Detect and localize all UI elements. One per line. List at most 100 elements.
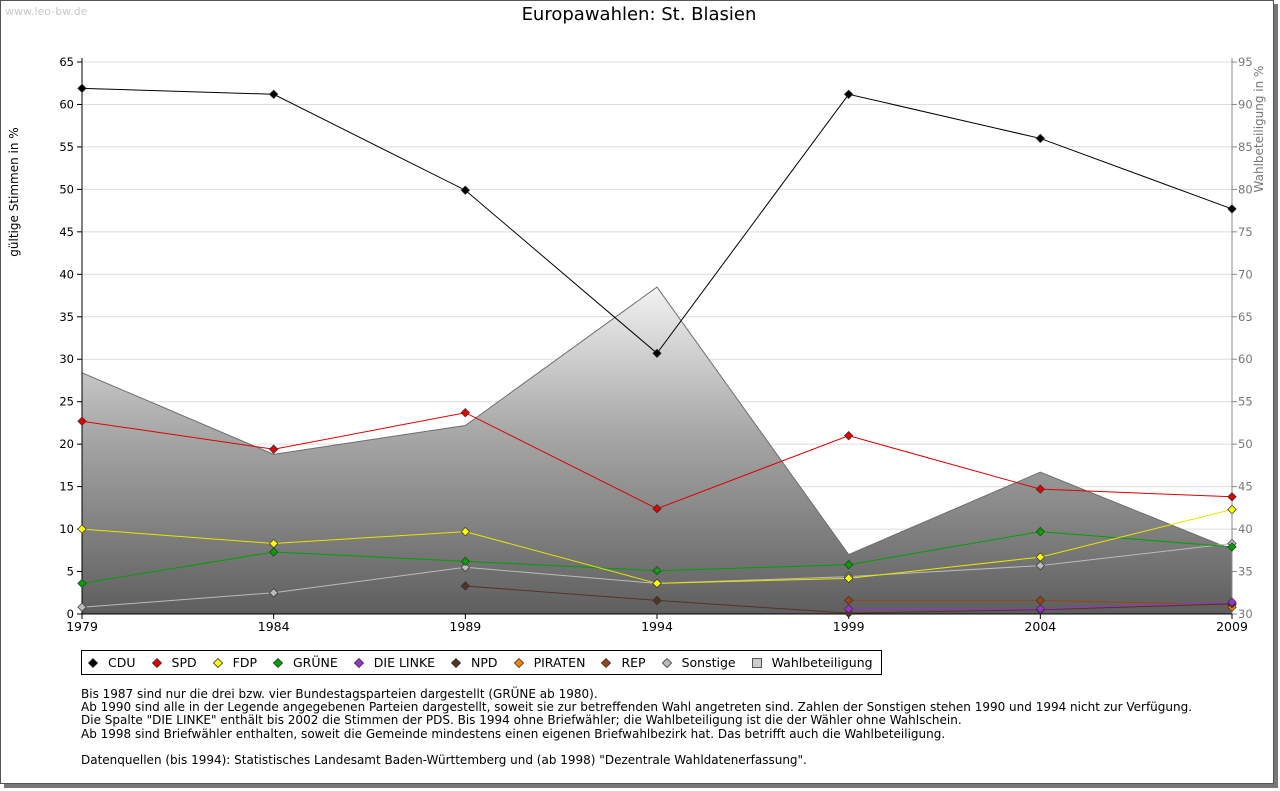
point-fdp-1989 (460, 526, 471, 537)
point-spd-1999 (843, 430, 854, 441)
point-sonstige-1989 (460, 562, 471, 572)
y2-tick-label: 60 (1238, 352, 1253, 366)
legend-label: NPD (471, 655, 498, 670)
x-tick-label: 1994 (641, 619, 673, 634)
y-tick-label: 25 (59, 395, 74, 409)
y2-tick-label: 90 (1238, 97, 1253, 111)
point-fdp-2004 (1035, 552, 1046, 562)
x-tick-label: 1979 (66, 619, 98, 634)
point-spd-1979 (77, 416, 87, 426)
y-tick-label: 0 (67, 607, 74, 621)
point-cdu-2004 (1035, 133, 1046, 144)
y-tick-label: 60 (59, 97, 74, 111)
y2-tick-label: 35 (1238, 565, 1253, 579)
y-tick-label: 55 (59, 140, 74, 154)
y2-tick-label: 85 (1238, 140, 1253, 154)
point-spd-2004 (1035, 484, 1046, 494)
point-gruene-1994 (652, 565, 662, 576)
legend-item-npd: NPD (451, 655, 498, 670)
note-line: Ab 1990 sind alle in der Legende angegeb… (81, 700, 1193, 715)
point-gruene-1979 (77, 578, 87, 589)
point-sonstige-2004 (1035, 560, 1046, 571)
y-tick-label: 65 (59, 55, 74, 69)
legend-label: GRÜNE (292, 655, 338, 670)
point-gruene-2009 (1227, 542, 1237, 552)
chart-title: Europawahlen: St. Blasien (521, 4, 757, 25)
y2-tick-label: 40 (1238, 522, 1253, 536)
legend-item-gruene: GRÜNE (272, 655, 338, 670)
point-gruene-1989 (460, 556, 471, 567)
legend-item-die-linke: DIE LINKE (353, 655, 436, 670)
point-gruene-2004 (1035, 526, 1046, 537)
y2-tick-label: 75 (1238, 225, 1253, 239)
point-npd-1994 (652, 595, 662, 606)
point-cdu-2009 (1227, 204, 1237, 214)
note-line: Bis 1987 sind nur die drei bzw. vier Bun… (81, 687, 598, 701)
y2-tick-label: 30 (1238, 607, 1253, 621)
y-tick-label: 30 (59, 352, 74, 366)
legend: CDU SPD FDP GRÜNE DIE LINKE NPD PIRATEN REP Sons… (81, 650, 882, 675)
legend-label: PIRATEN (533, 655, 586, 670)
legend-item-fdp: FDP (212, 655, 257, 670)
y2-tick-label: 80 (1238, 182, 1253, 196)
y-tick-label: 5 (67, 565, 74, 579)
point-fdp-1994 (652, 578, 662, 589)
legend-label: REP (621, 655, 646, 670)
point-cdu-1994 (652, 348, 662, 358)
legend-item-piraten: PIRATEN (513, 655, 586, 670)
point-die-linke-1999 (843, 604, 854, 614)
point-cdu-1989 (460, 185, 471, 195)
point-sonstige-1984 (268, 588, 279, 598)
legend-label: CDU (108, 655, 136, 670)
legend-diamond-icon (601, 657, 612, 668)
y2-tick-label: 45 (1238, 480, 1253, 494)
y-axis-title: gültige Stimmen in % (7, 127, 21, 256)
note-line: Ab 1998 sind Briefwähler enthalten, sowe… (81, 726, 946, 741)
note-line: Datenquellen (bis 1994): Statistisches L… (81, 752, 807, 767)
y-tick-label: 15 (59, 480, 74, 494)
point-gruene-1999 (843, 560, 854, 570)
point-die-linke-2004 (1035, 604, 1046, 614)
legend-diamond-icon (151, 657, 162, 668)
y-tick-label: 50 (59, 182, 74, 196)
point-spd-1994 (652, 504, 662, 514)
legend-diamond-icon (451, 657, 462, 668)
legend-label: DIE LINKE (373, 655, 436, 670)
point-cdu-1999 (843, 89, 854, 99)
turnout-area (82, 287, 1232, 614)
legend-label: Sonstige (681, 655, 736, 670)
point-fdp-2009 (1227, 504, 1237, 515)
x-tick-label: 1984 (258, 619, 290, 634)
x-tick-label: 2009 (1216, 619, 1248, 634)
x-tick-label: 1999 (833, 619, 865, 634)
point-cdu-1979 (77, 83, 87, 94)
y-tick-label: 10 (59, 522, 74, 536)
x-tick-label: 1989 (449, 619, 481, 634)
y2-tick-label: 95 (1238, 55, 1253, 69)
point-spd-1989 (460, 408, 471, 418)
watermark: www.leo-bw.de (5, 5, 88, 18)
point-sonstige-1979 (77, 602, 87, 612)
legend-diamond-icon (212, 657, 223, 668)
note-line: Die Spalte "DIE LINKE" enthält bis 2002 … (81, 713, 962, 728)
legend-item-cdu: CDU (88, 655, 136, 670)
y-tick-label: 45 (59, 225, 74, 239)
y-tick-label: 35 (59, 310, 74, 324)
y-tick-label: 20 (59, 437, 74, 451)
notes: Bis 1987 sind nur die drei bzw. vier Bun… (81, 687, 1193, 767)
legend-diamond-icon (353, 657, 364, 668)
point-spd-2009 (1227, 492, 1237, 502)
legend-diamond-icon (88, 657, 98, 668)
point-die-linke-2009 (1227, 597, 1237, 607)
legend-label: SPD (171, 655, 197, 670)
point-fdp-1984 (268, 538, 279, 549)
y2-tick-label: 50 (1238, 437, 1253, 451)
legend-label: FDP (232, 655, 257, 670)
legend-item-sonstige: Sonstige (661, 655, 736, 670)
point-spd-1984 (268, 444, 279, 454)
legend-diamond-icon (513, 657, 524, 668)
point-fdp-1999 (843, 573, 854, 584)
point-cdu-1984 (268, 89, 279, 99)
note-line (81, 741, 1192, 754)
